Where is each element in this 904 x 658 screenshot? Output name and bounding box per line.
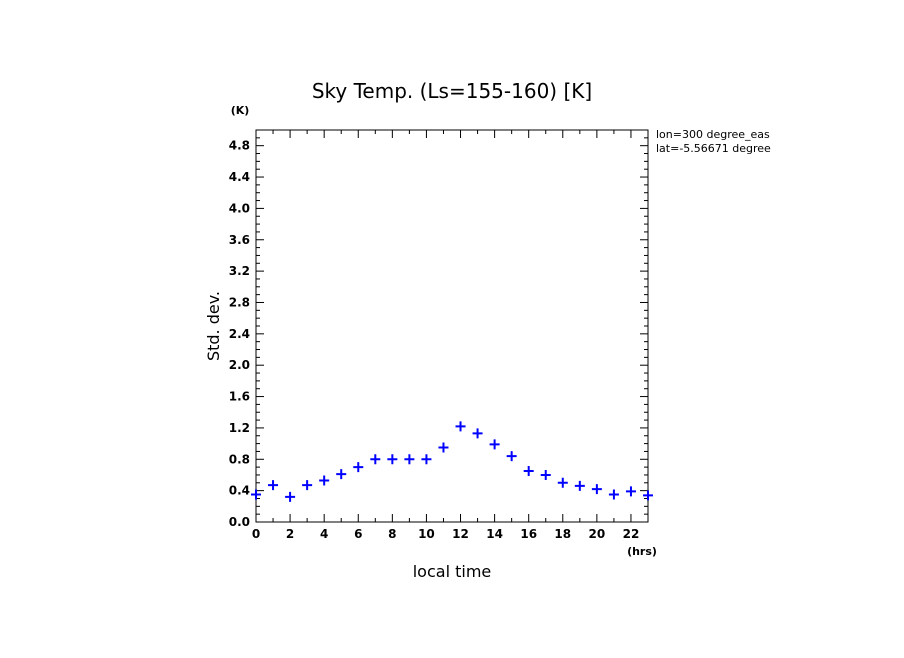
plot-frame	[255, 129, 649, 523]
data-point	[523, 466, 534, 477]
x-tick-label: 18	[554, 527, 571, 541]
chart-title: Sky Temp. (Ls=155-160) [K]	[312, 79, 592, 103]
y-tick-label: 3.2	[229, 264, 250, 278]
y-tick-label: 2.0	[229, 358, 250, 372]
y-tick-label: 0.8	[229, 452, 250, 466]
y-tick-label: 0.0	[229, 515, 250, 529]
data-point	[268, 480, 279, 491]
data-point	[557, 477, 568, 488]
y-tick-label: 1.6	[229, 390, 250, 404]
x-axis-label: local time	[413, 562, 492, 581]
x-tick-label: 10	[418, 527, 435, 541]
data-point	[370, 454, 381, 465]
data-point	[438, 442, 449, 453]
x-tick-label: 6	[354, 527, 362, 541]
data-point	[387, 454, 398, 465]
data-point	[421, 454, 432, 465]
data-point	[285, 491, 296, 502]
y-tick-label: 1.2	[229, 421, 250, 435]
data-point	[625, 486, 636, 497]
data-point	[455, 421, 466, 432]
y-tick-label: 0.4	[229, 484, 250, 498]
y-tick-label: 4.0	[229, 201, 250, 215]
data-point	[608, 489, 619, 500]
data-point	[472, 428, 483, 439]
x-tick-label: 4	[320, 527, 328, 541]
x-tick-label: 8	[388, 527, 396, 541]
data-point	[302, 480, 313, 491]
y-tick-label: 4.8	[229, 139, 250, 153]
data-point	[336, 469, 347, 480]
data-point	[643, 490, 653, 501]
data-point	[489, 439, 500, 450]
y-unit-label: (K)	[231, 104, 250, 117]
x-tick-label: 0	[252, 527, 260, 541]
data-point	[574, 480, 585, 491]
data-point	[506, 451, 517, 462]
data-point	[319, 475, 330, 486]
y-tick-label: 2.4	[229, 327, 250, 341]
x-tick-label: 22	[623, 527, 640, 541]
x-tick-label: 2	[286, 527, 294, 541]
y-tick-label: 4.4	[229, 170, 250, 184]
x-unit-label: (hrs)	[627, 545, 657, 558]
annotation-longitude: lon=300 degree_eas	[656, 128, 770, 141]
x-tick-label: 16	[520, 527, 537, 541]
y-tick-label: 3.6	[229, 233, 250, 247]
data-point	[404, 454, 415, 465]
data-point	[353, 462, 364, 473]
y-tick-label: 2.8	[229, 295, 250, 309]
annotation-latitude: lat=-5.56671 degree	[656, 142, 771, 155]
data-point	[591, 484, 602, 495]
data-point	[540, 469, 551, 480]
x-tick-label: 14	[486, 527, 503, 541]
data-point	[251, 489, 261, 500]
x-tick-label: 20	[589, 527, 606, 541]
x-tick-label: 12	[452, 527, 469, 541]
y-axis-label: Std. dev.	[204, 291, 223, 361]
